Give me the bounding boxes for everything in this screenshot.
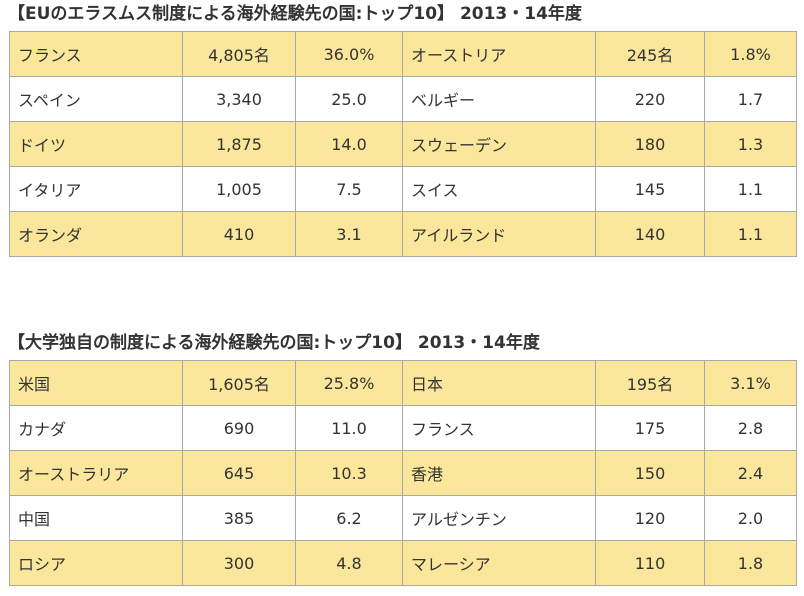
right-percent-cell: 1.1 [704, 211, 797, 257]
table-row: ロシア 300 4.8 マレーシア 110 1.8 [9, 540, 797, 586]
right-country-cell: マレーシア [402, 540, 596, 586]
right-country-cell: オーストリア [402, 31, 596, 77]
right-count-cell: 245名 [595, 31, 705, 77]
left-count-cell: 3,340 [182, 76, 296, 122]
left-count-cell: 1,875 [182, 121, 296, 167]
left-count-cell: 4,805名 [182, 31, 296, 77]
table-row: 米国 1,605名 25.8% 日本 195名 3.1% [9, 360, 797, 406]
right-percent-cell: 2.4 [704, 450, 797, 496]
section-title-university: 【大学独自の制度による海外経験先の国:トップ10】 2013・14年度 [8, 333, 540, 353]
right-percent-cell: 1.8 [704, 540, 797, 586]
left-percent-cell: 6.2 [295, 495, 403, 541]
left-country-cell: イタリア [9, 166, 183, 212]
left-country-cell: 米国 [9, 360, 183, 406]
right-percent-cell: 1.3 [704, 121, 797, 167]
right-count-cell: 195名 [595, 360, 705, 406]
left-percent-cell: 14.0 [295, 121, 403, 167]
left-count-cell: 1,605名 [182, 360, 296, 406]
left-count-cell: 645 [182, 450, 296, 496]
left-count-cell: 690 [182, 405, 296, 451]
left-percent-cell: 4.8 [295, 540, 403, 586]
left-count-cell: 1,005 [182, 166, 296, 212]
erasmus-destinations-table: フランス 4,805名 36.0% オーストリア 245名 1.8% スペイン 3,340 25… [9, 31, 797, 257]
left-country-cell: ドイツ [9, 121, 183, 167]
table-row: カナダ 690 11.0 フランス 175 2.8 [9, 405, 797, 451]
right-percent-cell: 1.7 [704, 76, 797, 122]
right-count-cell: 180 [595, 121, 705, 167]
left-percent-cell: 36.0% [295, 31, 403, 77]
right-count-cell: 140 [595, 211, 705, 257]
left-count-cell: 410 [182, 211, 296, 257]
table-row: 中国 385 6.2 アルゼンチン 120 2.0 [9, 495, 797, 541]
left-country-cell: オランダ [9, 211, 183, 257]
left-count-cell: 385 [182, 495, 296, 541]
left-country-cell: 中国 [9, 495, 183, 541]
right-count-cell: 110 [595, 540, 705, 586]
left-percent-cell: 7.5 [295, 166, 403, 212]
left-country-cell: フランス [9, 31, 183, 77]
table-row: スペイン 3,340 25.0 ベルギー 220 1.7 [9, 76, 797, 122]
left-percent-cell: 25.8% [295, 360, 403, 406]
left-percent-cell: 25.0 [295, 76, 403, 122]
left-country-cell: オーストラリア [9, 450, 183, 496]
left-percent-cell: 11.0 [295, 405, 403, 451]
left-country-cell: スペイン [9, 76, 183, 122]
table-row: ドイツ 1,875 14.0 スウェーデン 180 1.3 [9, 121, 797, 167]
right-count-cell: 175 [595, 405, 705, 451]
right-country-cell: ベルギー [402, 76, 596, 122]
right-count-cell: 150 [595, 450, 705, 496]
table-row: フランス 4,805名 36.0% オーストリア 245名 1.8% [9, 31, 797, 77]
right-percent-cell: 1.1 [704, 166, 797, 212]
left-percent-cell: 10.3 [295, 450, 403, 496]
right-percent-cell: 3.1% [704, 360, 797, 406]
right-country-cell: アルゼンチン [402, 495, 596, 541]
left-percent-cell: 3.1 [295, 211, 403, 257]
right-country-cell: 日本 [402, 360, 596, 406]
right-country-cell: 香港 [402, 450, 596, 496]
table-row: イタリア 1,005 7.5 スイス 145 1.1 [9, 166, 797, 212]
right-country-cell: スイス [402, 166, 596, 212]
right-percent-cell: 2.0 [704, 495, 797, 541]
right-count-cell: 120 [595, 495, 705, 541]
right-country-cell: アイルランド [402, 211, 596, 257]
table-row: オーストラリア 645 10.3 香港 150 2.4 [9, 450, 797, 496]
right-country-cell: スウェーデン [402, 121, 596, 167]
university-destinations-table: 米国 1,605名 25.8% 日本 195名 3.1% カナダ 690 11.0 フランス 175… [9, 360, 797, 586]
right-percent-cell: 1.8% [704, 31, 797, 77]
table-row: オランダ 410 3.1 アイルランド 140 1.1 [9, 211, 797, 257]
section-title-erasmus: 【EUのエラスムス制度による海外経験先の国:トップ10】 2013・14年度 [8, 4, 582, 24]
left-count-cell: 300 [182, 540, 296, 586]
right-percent-cell: 2.8 [704, 405, 797, 451]
left-country-cell: カナダ [9, 405, 183, 451]
left-country-cell: ロシア [9, 540, 183, 586]
right-count-cell: 220 [595, 76, 705, 122]
right-country-cell: フランス [402, 405, 596, 451]
right-count-cell: 145 [595, 166, 705, 212]
